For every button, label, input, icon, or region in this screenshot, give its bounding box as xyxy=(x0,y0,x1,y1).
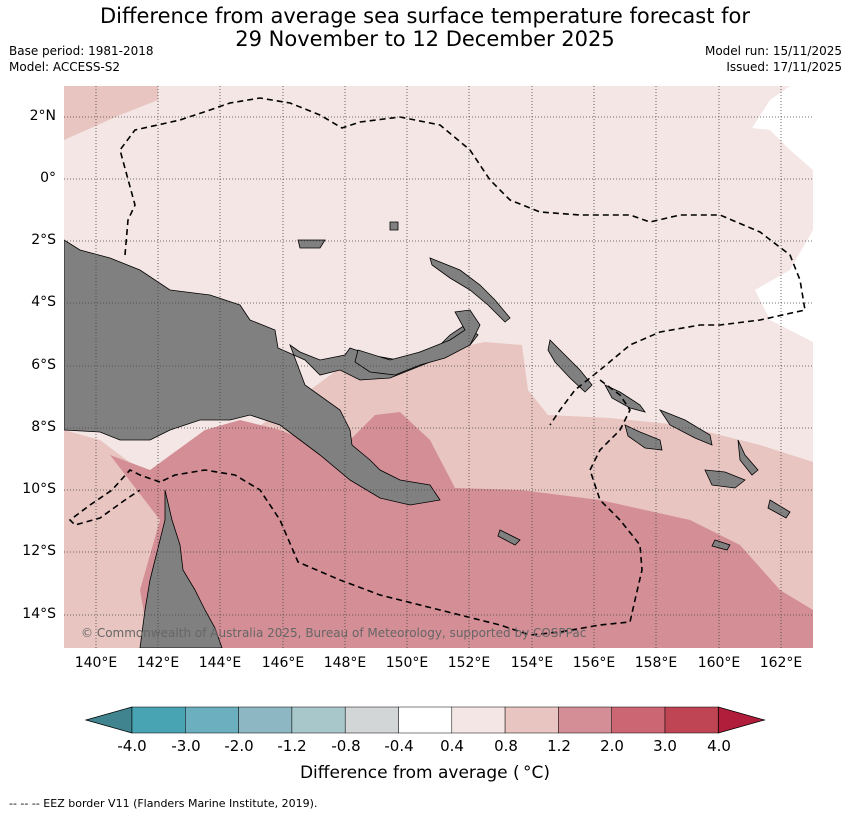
lon-label: 154°E xyxy=(510,655,554,671)
lat-label: 2°N xyxy=(29,108,56,124)
model-name: Model: ACCESS-S2 xyxy=(9,60,121,74)
colorbar xyxy=(84,706,766,734)
lon-label: 150°E xyxy=(385,655,429,671)
lon-label: 158°E xyxy=(634,655,678,671)
land-bougainville xyxy=(547,339,593,393)
lon-label: 142°E xyxy=(136,655,180,671)
land-new-britain xyxy=(354,309,481,376)
lat-label: 12°S xyxy=(22,543,56,559)
eez-footnote: -- -- -- EEZ border V11 (Flanders Marine… xyxy=(9,797,318,810)
lat-label: 2°S xyxy=(31,232,56,248)
colorbar-segment xyxy=(558,706,612,734)
colorbar-tick: -4.0 xyxy=(117,737,147,755)
land-solomons-2 xyxy=(658,409,713,446)
lat-label: 4°S xyxy=(31,294,56,310)
land-small-island-5 xyxy=(711,539,731,551)
lon-label: 144°E xyxy=(198,655,242,671)
copyright-notice: © Commonwealth of Australia 2025, Bureau… xyxy=(81,626,587,640)
lon-label: 156°E xyxy=(572,655,616,671)
land-small-island-1 xyxy=(297,239,326,249)
colorbar-tick: -1.2 xyxy=(277,737,307,755)
land-cape-york xyxy=(139,489,223,648)
land-solomons-3 xyxy=(624,424,663,451)
colorbar-segment xyxy=(238,706,293,734)
colorbar-tick: -0.4 xyxy=(384,737,414,755)
colorbar-tick: 4.0 xyxy=(707,737,731,755)
issued-date: Issued: 17/11/2025 xyxy=(726,60,842,74)
lon-label: 162°E xyxy=(759,655,803,671)
land-new-guinea xyxy=(64,239,479,506)
colorbar-tick: -3.0 xyxy=(171,737,201,755)
chart-title-line2: 29 November to 12 December 2025 xyxy=(235,27,615,51)
lat-label: 8°S xyxy=(31,419,56,435)
meta-left: Base period: 1981-2018 Model: ACCESS-S2 xyxy=(9,43,154,75)
meta-right: Model run: 15/11/2025 Issued: 17/11/2025 xyxy=(705,43,842,75)
colorbar-tick: 0.4 xyxy=(440,737,464,755)
colorbar-segment xyxy=(611,706,666,734)
land-solomons-5 xyxy=(704,469,746,489)
colorbar-segment xyxy=(451,706,506,734)
lon-label: 160°E xyxy=(697,655,741,671)
colorbar-segment xyxy=(504,706,559,734)
lon-label: 140°E xyxy=(74,655,118,671)
colorbar-segment xyxy=(344,706,399,734)
colorbar-tick: -0.8 xyxy=(331,737,361,755)
colorbar-tick: 1.2 xyxy=(547,737,571,755)
lat-label: 14°S xyxy=(22,606,56,622)
colorbar-segment xyxy=(398,706,453,734)
colorbar-segment xyxy=(664,706,719,734)
colorbar-tick: 2.0 xyxy=(600,737,624,755)
lat-label: 6°S xyxy=(31,357,56,373)
band-white-top-right xyxy=(752,86,813,170)
colorbar-label: Difference from average ( °C) xyxy=(299,763,551,783)
band-white-right xyxy=(755,230,813,342)
colorbar-tick: 3.0 xyxy=(653,737,677,755)
chart-title-line1: Difference from average sea surface temp… xyxy=(100,4,750,28)
land-small-island-4 xyxy=(497,529,521,546)
gridlines xyxy=(64,86,813,648)
colorbar-segment xyxy=(185,706,239,734)
colorbar-extend-high xyxy=(717,706,766,734)
lat-label: 10°S xyxy=(22,481,56,497)
lat-label: 0° xyxy=(40,170,56,186)
land-solomons-4 xyxy=(737,439,759,476)
lon-label: 152°E xyxy=(447,655,491,671)
colorbar-segment xyxy=(291,706,346,734)
land-small-island-2 xyxy=(389,221,399,231)
base-period: Base period: 1981-2018 xyxy=(9,44,154,58)
band-medium-top-left xyxy=(64,86,158,140)
land-new-ireland xyxy=(429,257,511,323)
model-run: Model run: 15/11/2025 xyxy=(704,44,842,58)
colorbar-tick: 0.8 xyxy=(494,737,518,755)
colorbar-segment xyxy=(131,706,186,734)
lon-label: 146°E xyxy=(261,655,305,671)
eez-border-north xyxy=(119,97,806,426)
colorbar-tick: -2.0 xyxy=(224,737,254,755)
land-small-island-3 xyxy=(767,499,791,519)
land-solomons-1 xyxy=(604,384,646,413)
lon-label: 148°E xyxy=(323,655,367,671)
colorbar-extend-low xyxy=(84,706,133,734)
